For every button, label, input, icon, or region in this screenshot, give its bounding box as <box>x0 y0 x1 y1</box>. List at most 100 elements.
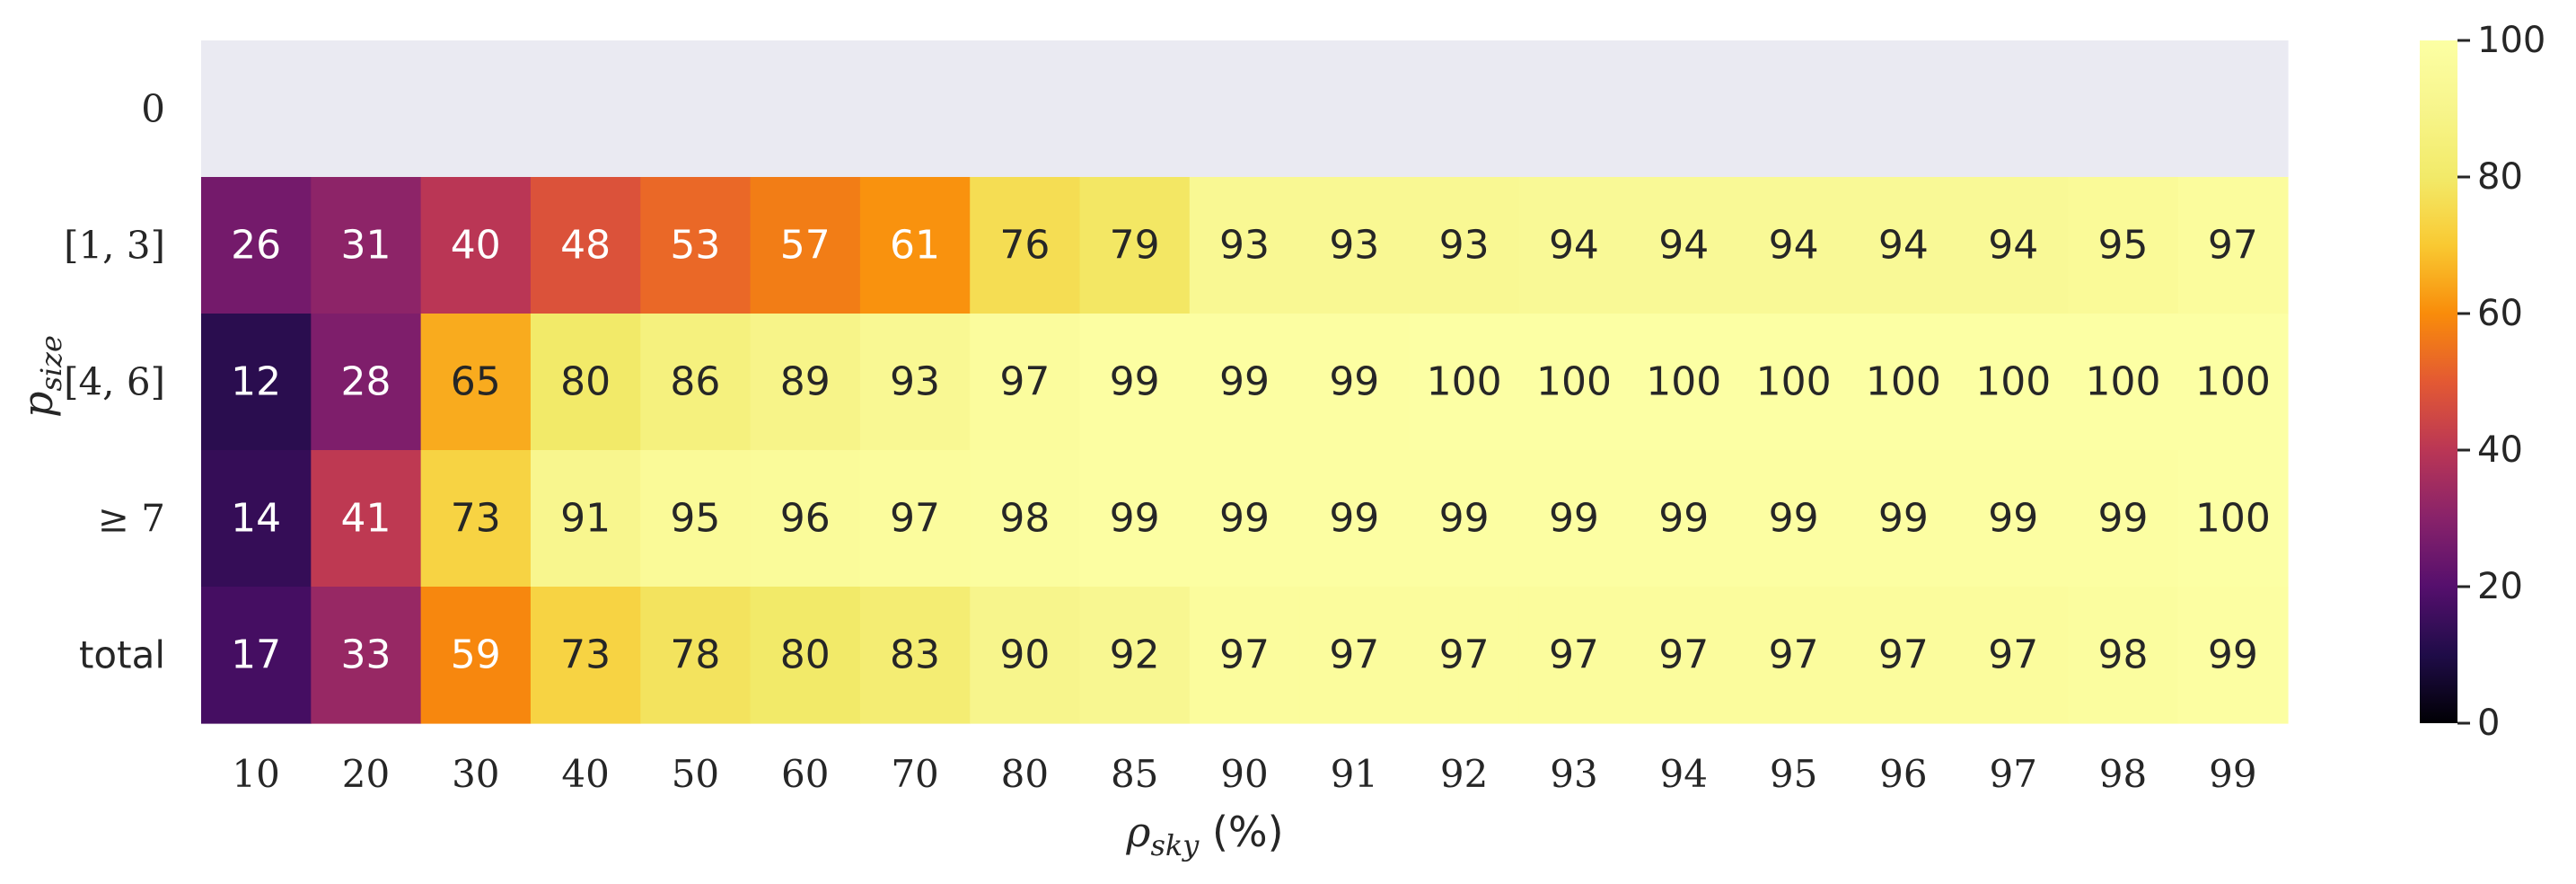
heatmap-cell <box>1958 314 2069 451</box>
x-tick-label: 90 <box>1220 752 1268 796</box>
y-tick-label: ≥ 7 <box>98 497 165 541</box>
heatmap-cell <box>420 587 532 724</box>
heatmap-cell <box>201 40 312 178</box>
cell-value-label: 100 <box>1866 359 1941 405</box>
cell-value-label: 100 <box>1756 359 1832 405</box>
heatmap-cell <box>1738 177 1850 314</box>
heatmap-cell <box>1189 587 1300 724</box>
cell-value-label: 97 <box>999 359 1050 405</box>
cell-value-label: 97 <box>1439 632 1490 678</box>
cell-value-label: 40 <box>451 223 501 269</box>
heatmap-cell <box>1848 450 1959 588</box>
cell-value-label: 94 <box>1769 223 1819 269</box>
y-axis-label: psize <box>13 335 68 418</box>
x-tick-label: 30 <box>452 752 499 796</box>
heatmap-cell <box>1189 314 1300 451</box>
y-axis-ticks: 0 [1, 3] [4, 6] ≥ 7 total <box>64 87 165 677</box>
cell-value-label: 97 <box>890 496 940 542</box>
x-tick-label: 80 <box>1001 752 1049 796</box>
heatmap-cell <box>1848 40 1959 178</box>
heatmap-cell <box>1629 587 1740 724</box>
heatmap-cell <box>750 40 861 178</box>
cell-value-label: 99 <box>1439 496 1490 542</box>
heatmap-cell <box>311 177 422 314</box>
heatmap-cell <box>970 587 1081 724</box>
colorbar-tick-label: 80 <box>2477 156 2523 198</box>
heatmap-cell <box>311 314 422 451</box>
heatmap-cell <box>1189 450 1300 588</box>
cell-value-label: 99 <box>1658 496 1709 542</box>
cell-value-label: 31 <box>340 223 391 269</box>
x-tick-label: 94 <box>1660 752 1708 796</box>
heatmap-cell <box>1629 177 1740 314</box>
heatmap-cell <box>201 314 312 451</box>
heatmap-cell <box>2068 314 2179 451</box>
heatmap-cell <box>311 450 422 588</box>
cell-value-label: 93 <box>1219 223 1270 269</box>
cell-value-label: 33 <box>340 632 391 678</box>
heatmap-cell <box>970 177 1081 314</box>
heatmap-cell <box>420 177 532 314</box>
x-tick-label: 93 <box>1550 752 1597 796</box>
heatmap-cell <box>1079 587 1191 724</box>
x-tick-label: 92 <box>1440 752 1488 796</box>
cell-value-label: 65 <box>451 359 501 405</box>
y-tick-label: 0 <box>141 87 165 131</box>
heatmap-cell <box>201 587 312 724</box>
cell-value-label: 89 <box>780 359 831 405</box>
heatmap-cell <box>1299 40 1411 178</box>
heatmap-cell <box>859 314 971 451</box>
cell-value-label: 100 <box>2086 359 2161 405</box>
heatmap-cell <box>311 40 422 178</box>
cell-value-label: 100 <box>1427 359 1502 405</box>
cell-value-label: 99 <box>1329 496 1379 542</box>
heatmap-cell <box>530 40 641 178</box>
x-tick-label: 97 <box>1989 752 2036 796</box>
heatmap-cell <box>1079 40 1191 178</box>
cell-value-label: 100 <box>1536 359 1612 405</box>
heatmap-cell <box>2068 177 2179 314</box>
heatmap-cell <box>2068 450 2179 588</box>
heatmap-cell <box>640 314 752 451</box>
cell-value-label: 97 <box>1878 632 1929 678</box>
heatmap-cell <box>1629 40 1740 178</box>
heatmap-cell <box>1848 177 1959 314</box>
cell-value-label: 53 <box>670 223 720 269</box>
heatmap-cell <box>2177 177 2289 314</box>
heatmap-cell <box>1518 177 1630 314</box>
cell-value-label: 95 <box>670 496 720 542</box>
x-tick-label: 96 <box>1879 752 1927 796</box>
cell-value-label: 100 <box>2195 359 2271 405</box>
cell-value-label: 93 <box>890 359 940 405</box>
cell-value-label: 83 <box>890 632 940 678</box>
heatmap-cell <box>970 40 1081 178</box>
cell-value-label: 99 <box>1878 496 1929 542</box>
cell-value-label: 59 <box>451 632 501 678</box>
cell-value-label: 94 <box>1658 223 1709 269</box>
heatmap-cell <box>1738 40 1850 178</box>
heatmap-cell <box>1079 177 1191 314</box>
heatmap-cell <box>1629 314 1740 451</box>
heatmap-cell <box>1518 587 1630 724</box>
cell-value-label: 94 <box>1878 223 1929 269</box>
cell-value-label: 100 <box>1646 359 1721 405</box>
heatmap-cell <box>201 177 312 314</box>
cell-value-label: 99 <box>1988 496 2038 542</box>
cell-value-label: 93 <box>1329 223 1379 269</box>
heatmap-cell <box>311 587 422 724</box>
cell-value-label: 99 <box>1769 496 1819 542</box>
heatmap-cell <box>859 40 971 178</box>
heatmap-cell <box>2177 450 2289 588</box>
heatmap-cell <box>970 450 1081 588</box>
heatmap-cell <box>420 450 532 588</box>
heatmap-cell <box>1409 177 1520 314</box>
heatmap-cell <box>640 177 752 314</box>
cell-value-label: 98 <box>2098 632 2149 678</box>
x-tick-label: 91 <box>1331 752 1378 796</box>
heatmap-cell <box>2177 587 2289 724</box>
heatmap-cell <box>2177 40 2289 178</box>
heatmap-cell <box>1738 587 1850 724</box>
x-axis-label: ρsky (%) <box>1125 808 1283 862</box>
y-tick-label: [1, 3] <box>64 224 165 268</box>
heatmap-cell <box>2177 314 2289 451</box>
